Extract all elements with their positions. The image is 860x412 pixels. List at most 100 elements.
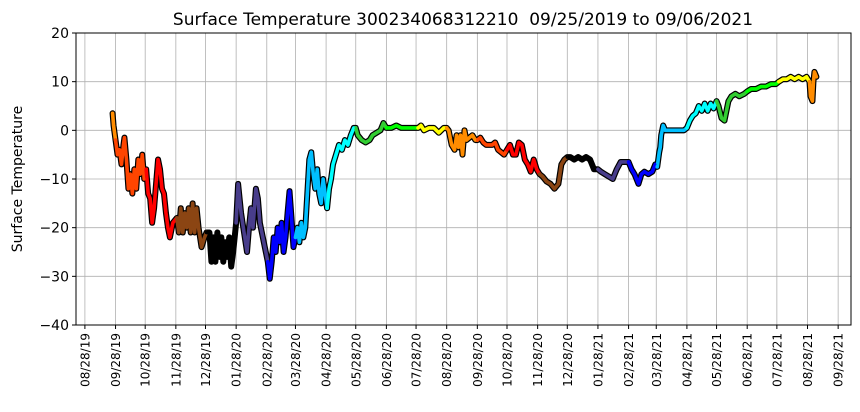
data-point (499, 151, 503, 154)
data-point (288, 189, 291, 193)
data-point (210, 260, 213, 263)
data-point (239, 211, 243, 215)
x-tick-label: 07/28/21 (770, 333, 784, 387)
data-point (264, 250, 267, 254)
data-point (514, 153, 518, 156)
data-point (660, 134, 663, 137)
data-point (727, 99, 730, 103)
data-point (139, 172, 142, 176)
data-point (270, 260, 273, 263)
data-point (502, 153, 506, 156)
data-point (549, 182, 552, 186)
data-point (261, 236, 265, 239)
data-point (496, 148, 500, 151)
data-point (529, 170, 532, 173)
data-point (234, 221, 238, 224)
x-tick-label: 03/28/21 (650, 333, 664, 387)
data-point (319, 202, 323, 205)
data-point (236, 182, 240, 186)
data-point (352, 126, 355, 130)
data-point (461, 153, 464, 156)
y-tick-label: −10 (39, 172, 69, 188)
y-tick-label: −40 (39, 318, 69, 334)
data-point (463, 129, 466, 132)
data-point (400, 126, 403, 130)
data-point (368, 138, 371, 142)
data-point (569, 155, 572, 159)
data-point (654, 163, 657, 166)
x-tick-label: 05/28/20 (349, 333, 363, 387)
data-point (447, 129, 450, 132)
data-point (647, 172, 650, 176)
data-point (308, 158, 311, 161)
data-point (774, 82, 778, 86)
data-point (143, 177, 146, 181)
data-point (485, 143, 488, 147)
series-segment (234, 182, 270, 264)
data-point (375, 131, 378, 134)
data-point (141, 153, 144, 156)
data-point (231, 250, 235, 254)
data-point (164, 211, 168, 215)
data-point (643, 170, 646, 173)
data-point (177, 231, 181, 234)
x-tick-label: 03/28/20 (289, 333, 303, 387)
data-point (720, 116, 723, 120)
data-point (390, 126, 393, 130)
data-point (706, 109, 709, 113)
data-point (354, 126, 357, 130)
data-point (715, 99, 718, 103)
data-point (122, 143, 125, 147)
data-point (247, 226, 251, 229)
data-point (137, 158, 140, 161)
data-point (488, 143, 491, 147)
data-point (166, 226, 170, 229)
data-point (746, 90, 749, 93)
data-point (538, 172, 541, 176)
data-point (160, 187, 164, 190)
data-point (685, 126, 689, 130)
data-point (809, 95, 812, 98)
data-point (181, 231, 184, 234)
data-point (459, 134, 462, 137)
data-point (688, 119, 692, 122)
data-point (749, 87, 753, 91)
data-point (437, 131, 440, 134)
data-point (395, 124, 398, 127)
data-point (274, 250, 277, 254)
x-tick-label: 07/28/20 (410, 333, 424, 387)
x-tick-label: 10/28/19 (139, 333, 153, 387)
data-point (725, 109, 728, 113)
data-point (422, 129, 426, 132)
data-point (619, 160, 622, 164)
data-point (321, 177, 325, 181)
x-tick-label: 04/28/21 (680, 333, 694, 387)
data-point (596, 168, 600, 171)
data-point (785, 78, 788, 81)
x-tick-label: 02/28/20 (260, 333, 274, 387)
data-point (508, 143, 512, 147)
data-point (566, 155, 569, 159)
data-point (356, 134, 359, 137)
data-point (317, 192, 321, 195)
data-point (623, 160, 626, 164)
data-point (730, 95, 733, 98)
data-point (691, 114, 695, 117)
data-point (220, 236, 223, 239)
data-point (611, 177, 614, 181)
data-point (212, 236, 215, 239)
data-point (450, 143, 453, 147)
x-tick-label: 06/28/20 (380, 333, 394, 387)
data-point (637, 182, 640, 186)
data-point (123, 136, 126, 139)
data-point (553, 187, 556, 190)
data-point (468, 136, 471, 139)
data-point (229, 265, 233, 268)
data-point (535, 168, 538, 171)
data-point (266, 260, 269, 263)
data-point (154, 182, 158, 186)
data-point (603, 172, 607, 176)
data-point (523, 158, 526, 161)
data-point (630, 168, 633, 171)
data-point (517, 141, 521, 144)
